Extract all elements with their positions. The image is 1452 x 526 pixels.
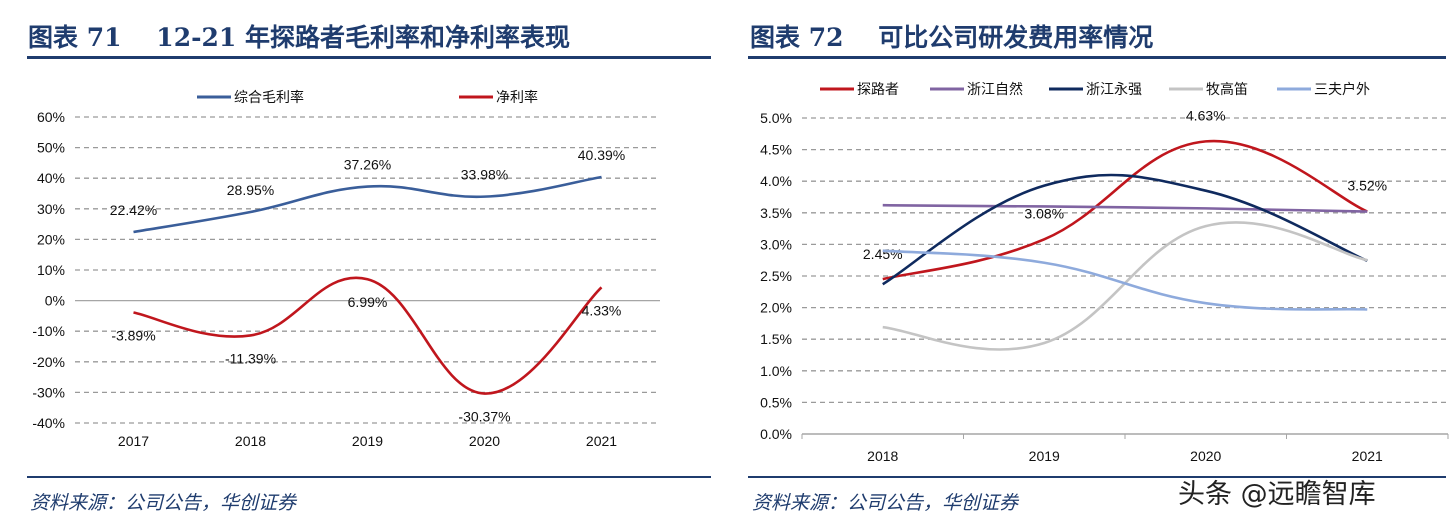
left-y-tick-label: -40% bbox=[32, 415, 65, 431]
right-legend-label: 牧高笛 bbox=[1206, 81, 1248, 97]
right-y-tick-label: 0.5% bbox=[760, 394, 792, 410]
left-x-tick-label: 2018 bbox=[235, 433, 266, 449]
left-data-label: 37.26% bbox=[344, 157, 391, 173]
left-x-tick-label: 2017 bbox=[118, 433, 149, 449]
left-x-tick-label: 2020 bbox=[469, 433, 500, 449]
right-y-tick-label: 0.0% bbox=[760, 426, 792, 442]
left-data-label: 33.98% bbox=[461, 167, 508, 183]
right-series-line bbox=[882, 221, 1368, 351]
left-data-label: -11.39% bbox=[225, 350, 276, 366]
left-x-tick-label: 2019 bbox=[352, 433, 383, 449]
right-y-tick-label: 2.0% bbox=[760, 300, 792, 316]
right-y-tick-label: 5.0% bbox=[760, 110, 792, 126]
watermark: 头条 @远瞻智库 bbox=[1178, 479, 1376, 510]
left-y-tick-label: 10% bbox=[37, 262, 65, 278]
right-x-tick-label: 2019 bbox=[1029, 448, 1060, 464]
left-legend-label: 净利率 bbox=[496, 89, 538, 105]
right-legend-label: 浙江永强 bbox=[1086, 81, 1142, 97]
left-y-tick-label: 20% bbox=[37, 231, 65, 247]
left-y-tick-label: 40% bbox=[37, 170, 65, 186]
right-series-line bbox=[882, 203, 1368, 213]
right-y-tick-label: 3.5% bbox=[760, 205, 792, 221]
left-y-tick-label: 50% bbox=[37, 140, 65, 156]
left-data-label: -30.37% bbox=[458, 409, 510, 425]
right-y-tick-label: 4.5% bbox=[760, 142, 792, 158]
right-series-line bbox=[882, 249, 1368, 311]
right-y-tick-label: 4.0% bbox=[760, 173, 792, 189]
right-series-line bbox=[882, 173, 1368, 286]
right-title-rule bbox=[748, 56, 1446, 59]
left-series-line bbox=[133, 276, 603, 395]
right-y-tick-label: 3.0% bbox=[760, 236, 792, 252]
left-data-label: 4.33% bbox=[582, 302, 622, 318]
right-source-note: 资料来源：公司公告，华创证券 bbox=[752, 492, 1019, 514]
left-x-tick-label: 2021 bbox=[586, 433, 617, 449]
right-x-tick-label: 2018 bbox=[867, 448, 898, 464]
left-bottom-rule bbox=[27, 476, 711, 478]
left-y-tick-label: 30% bbox=[37, 201, 65, 217]
left-source-note: 资料来源：公司公告，华创证券 bbox=[30, 492, 297, 514]
right-legend-label: 探路者 bbox=[857, 81, 899, 97]
left-data-label: 6.99% bbox=[348, 294, 388, 310]
right-data-label: 2.45% bbox=[863, 246, 903, 262]
left-data-label: -3.89% bbox=[111, 328, 155, 344]
left-y-tick-label: -10% bbox=[32, 323, 65, 339]
left-data-label: 22.42% bbox=[110, 202, 157, 218]
right-series-line bbox=[882, 139, 1368, 281]
left-y-tick-label: -30% bbox=[32, 384, 65, 400]
right-data-label: 3.52% bbox=[1347, 178, 1387, 194]
left-y-tick-label: 0% bbox=[45, 293, 65, 309]
left-data-label: 40.39% bbox=[578, 147, 625, 163]
right-y-tick-label: 1.5% bbox=[760, 331, 792, 347]
right-data-label: 3.08% bbox=[1024, 205, 1064, 221]
right-x-tick-label: 2021 bbox=[1352, 448, 1383, 464]
right-legend-label: 浙江自然 bbox=[967, 81, 1023, 97]
left-series-line bbox=[133, 175, 602, 234]
left-chart-title: 图表 71 12-21 年探路者毛利率和净利率表现 bbox=[28, 23, 570, 52]
right-y-tick-label: 1.0% bbox=[760, 363, 792, 379]
left-title-rule bbox=[27, 56, 711, 59]
left-y-tick-label: -20% bbox=[32, 354, 65, 370]
right-data-label: 4.63% bbox=[1186, 107, 1226, 123]
right-chart-title: 图表 72 可比公司研发费用率情况 bbox=[750, 23, 1154, 52]
right-bottom-rule bbox=[748, 476, 1446, 478]
left-data-label: 28.95% bbox=[227, 182, 274, 198]
right-y-tick-label: 2.5% bbox=[760, 268, 792, 284]
right-legend-label: 三夫户外 bbox=[1314, 81, 1370, 97]
left-legend-label: 综合毛利率 bbox=[234, 89, 304, 105]
right-x-tick-label: 2020 bbox=[1190, 448, 1221, 464]
left-y-tick-label: 60% bbox=[37, 109, 65, 125]
